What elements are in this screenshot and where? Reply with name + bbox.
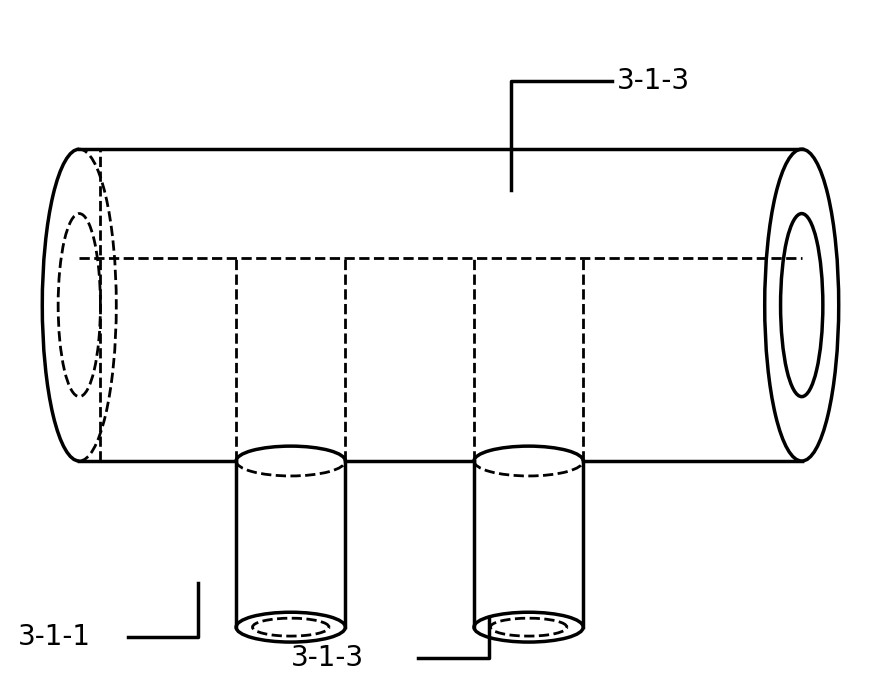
Text: 3-1-3: 3-1-3 bbox=[617, 67, 690, 96]
Text: 3-1-1: 3-1-1 bbox=[18, 623, 91, 652]
Text: 3-1-3: 3-1-3 bbox=[291, 643, 364, 672]
